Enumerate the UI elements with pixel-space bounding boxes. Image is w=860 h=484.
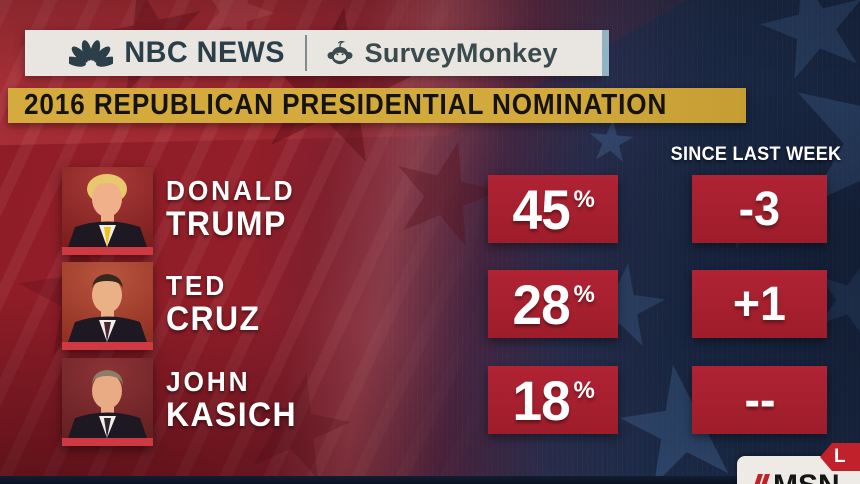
candidate-first-name: DONALD [166, 175, 296, 206]
page-title: 2016 REPUBLICAN PRESIDENTIAL NOMINATION [24, 89, 668, 121]
change-box: +1 [692, 270, 827, 338]
photo-red-strip [62, 438, 153, 446]
candidate-portrait [68, 274, 147, 342]
support-percent-box: 28 % [488, 270, 618, 338]
candidate-name: JOHN KASICH [166, 366, 305, 434]
live-badge-label: L [834, 446, 846, 467]
bottom-edge-strip [0, 476, 860, 484]
candidate-photo [62, 358, 153, 446]
candidate-photo [62, 167, 153, 255]
since-last-week-label: SINCE LAST WEEK [670, 144, 842, 165]
candidate-portrait [68, 370, 147, 438]
candidate-last-name: KASICH [166, 396, 297, 434]
photo-red-strip [62, 247, 153, 255]
support-percent-value: 28 [512, 272, 571, 336]
change-box: -3 [692, 175, 827, 243]
photo-red-strip [62, 342, 153, 350]
network-wordmark: MSN [773, 469, 840, 484]
brand-bar-endcap [602, 30, 609, 76]
candidate-name: TED CRUZ [166, 270, 266, 338]
candidate-last-name: TRUMP [166, 205, 287, 243]
support-percent-box: 18 % [488, 366, 618, 434]
candidate-portrait [68, 174, 147, 247]
nbc-peacock-icon [69, 40, 114, 67]
change-value: -3 [738, 182, 781, 236]
candidate-photo [62, 262, 153, 350]
brand-bar: NBC NEWS SurveyMonkey [25, 30, 602, 76]
support-percent-box: 45 % [488, 175, 618, 243]
candidate-row-cruz: TED CRUZ 28 % +1 [0, 262, 860, 358]
candidate-photo-background [62, 167, 153, 247]
surveymonkey-monkey-icon [327, 40, 353, 65]
candidate-photo-background [62, 262, 153, 342]
candidate-name: DONALD TRUMP [166, 175, 304, 243]
change-value: +1 [732, 277, 787, 331]
candidate-last-name: CRUZ [166, 300, 261, 338]
candidate-row-kasich: JOHN KASICH 18 % -- [0, 358, 860, 454]
percent-sign: % [573, 186, 595, 213]
support-percent-value: 18 [512, 368, 571, 432]
brand-divider [304, 35, 307, 71]
change-value: -- [743, 373, 776, 427]
percent-sign: % [573, 281, 595, 308]
nbc-news-wordmark: NBC NEWS [124, 36, 286, 69]
title-banner: 2016 REPUBLICAN PRESIDENTIAL NOMINATION [8, 88, 746, 123]
candidate-first-name: JOHN [166, 366, 251, 397]
surveymonkey-logo: SurveyMonkey [323, 37, 558, 69]
candidate-row-trump: DONALD TRUMP 45 % -3 [0, 167, 860, 263]
nbc-news-logo: NBC NEWS [69, 36, 288, 70]
candidate-photo-background [62, 358, 153, 438]
support-percent-value: 45 [512, 177, 571, 241]
candidate-first-name: TED [166, 270, 228, 301]
change-box: -- [692, 366, 827, 434]
percent-sign: % [573, 377, 595, 404]
surveymonkey-wordmark: SurveyMonkey [364, 37, 558, 68]
network-peacock-icon [754, 474, 770, 484]
